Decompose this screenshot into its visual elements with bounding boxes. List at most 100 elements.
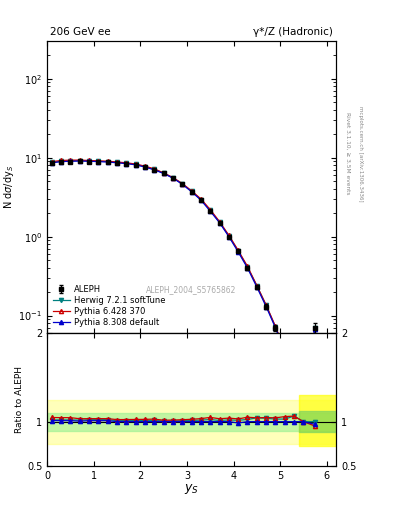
Herwig 7.2.1 softTune [254, 283, 259, 289]
Text: ALEPH_2004_S5765862: ALEPH_2004_S5765862 [147, 285, 237, 294]
Pythia 6.428 370 [254, 283, 259, 289]
Pythia 8.308 default [105, 159, 110, 165]
Herwig 7.2.1 softTune [143, 163, 147, 169]
Pythia 6.428 370 [273, 323, 278, 329]
Herwig 7.2.1 softTune [50, 159, 54, 165]
Pythia 8.308 default [254, 284, 259, 290]
Pythia 6.428 370 [189, 188, 194, 194]
Herwig 7.2.1 softTune [313, 325, 318, 331]
Herwig 7.2.1 softTune [59, 158, 64, 164]
Herwig 7.2.1 softTune [198, 197, 203, 203]
Pythia 8.308 default [226, 233, 231, 240]
Pythia 8.308 default [96, 159, 101, 165]
Bar [47, 413, 336, 431]
Pythia 6.428 370 [198, 196, 203, 202]
Pythia 8.308 default [208, 208, 213, 214]
Text: γ*/Z (Hadronic): γ*/Z (Hadronic) [253, 27, 333, 36]
Pythia 8.308 default [273, 325, 278, 331]
Text: Rivet 3.1.10, ≥ 3.5M events: Rivet 3.1.10, ≥ 3.5M events [345, 112, 350, 195]
Pythia 8.308 default [87, 158, 92, 164]
Herwig 7.2.1 softTune [152, 166, 157, 173]
Herwig 7.2.1 softTune [264, 302, 268, 308]
Pythia 8.308 default [217, 220, 222, 226]
Pythia 6.428 370 [283, 347, 287, 353]
Pythia 6.428 370 [292, 373, 296, 379]
Herwig 7.2.1 softTune [115, 159, 119, 165]
Pythia 6.428 370 [143, 163, 147, 169]
Pythia 6.428 370 [245, 263, 250, 269]
Pythia 6.428 370 [59, 157, 64, 163]
Pythia 8.308 default [50, 160, 54, 166]
Pythia 6.428 370 [115, 159, 119, 165]
Pythia 6.428 370 [152, 166, 157, 172]
Herwig 7.2.1 softTune [180, 181, 185, 187]
Herwig 7.2.1 softTune [217, 219, 222, 225]
Herwig 7.2.1 softTune [87, 158, 92, 164]
Herwig 7.2.1 softTune [236, 248, 241, 254]
Pythia 8.308 default [189, 188, 194, 195]
Pythia 6.428 370 [236, 247, 241, 253]
Pythia 6.428 370 [68, 157, 73, 163]
Pythia 8.308 default [124, 161, 129, 167]
Text: 206 GeV ee: 206 GeV ee [50, 27, 111, 36]
Text: mcplots.cern.ch [arXiv:1306.3436]: mcplots.cern.ch [arXiv:1306.3436] [358, 106, 363, 201]
Pythia 6.428 370 [301, 399, 306, 406]
Pythia 6.428 370 [96, 158, 101, 164]
Pythia 6.428 370 [313, 325, 318, 331]
Pythia 8.308 default [264, 304, 268, 310]
Pythia 6.428 370 [50, 159, 54, 165]
Pythia 6.428 370 [161, 170, 166, 176]
Herwig 7.2.1 softTune [68, 158, 73, 164]
Pythia 6.428 370 [124, 160, 129, 166]
Pythia 6.428 370 [77, 157, 82, 163]
Pythia 8.308 default [68, 158, 73, 164]
Pythia 8.308 default [245, 265, 250, 271]
Pythia 8.308 default [133, 162, 138, 168]
Pythia 6.428 370 [217, 219, 222, 225]
Legend: ALEPH, Herwig 7.2.1 softTune, Pythia 6.428 370, Pythia 8.308 default: ALEPH, Herwig 7.2.1 softTune, Pythia 6.4… [51, 283, 167, 329]
Pythia 8.308 default [161, 170, 166, 177]
Pythia 6.428 370 [264, 302, 268, 308]
Herwig 7.2.1 softTune [283, 348, 287, 354]
Herwig 7.2.1 softTune [273, 324, 278, 330]
Pythia 8.308 default [313, 326, 318, 332]
Herwig 7.2.1 softTune [245, 264, 250, 270]
Pythia 8.308 default [143, 164, 147, 170]
Herwig 7.2.1 softTune [189, 188, 194, 195]
Herwig 7.2.1 softTune [77, 158, 82, 164]
Line: Pythia 8.308 default: Pythia 8.308 default [50, 159, 317, 404]
Pythia 6.428 370 [208, 206, 213, 212]
Herwig 7.2.1 softTune [124, 160, 129, 166]
Herwig 7.2.1 softTune [171, 175, 175, 181]
Bar [47, 399, 336, 444]
X-axis label: $y_S$: $y_S$ [184, 482, 199, 496]
Pythia 6.428 370 [226, 232, 231, 239]
Pythia 8.308 default [283, 349, 287, 355]
Pythia 6.428 370 [87, 157, 92, 163]
Pythia 8.308 default [180, 181, 185, 187]
Y-axis label: N d$\sigma$/dy$_S$: N d$\sigma$/dy$_S$ [2, 165, 16, 209]
Line: Pythia 6.428 370: Pythia 6.428 370 [50, 158, 317, 404]
Pythia 8.308 default [152, 167, 157, 173]
Pythia 8.308 default [77, 158, 82, 164]
Herwig 7.2.1 softTune [226, 233, 231, 239]
Pythia 6.428 370 [133, 161, 138, 167]
Line: Herwig 7.2.1 softTune: Herwig 7.2.1 softTune [50, 159, 317, 404]
Pythia 8.308 default [59, 159, 64, 165]
Herwig 7.2.1 softTune [208, 207, 213, 214]
Herwig 7.2.1 softTune [301, 399, 306, 406]
Pythia 6.428 370 [180, 180, 185, 186]
Y-axis label: Ratio to ALEPH: Ratio to ALEPH [15, 366, 24, 433]
Herwig 7.2.1 softTune [161, 170, 166, 176]
Herwig 7.2.1 softTune [96, 158, 101, 164]
Pythia 8.308 default [115, 160, 119, 166]
Pythia 6.428 370 [105, 158, 110, 164]
Herwig 7.2.1 softTune [105, 159, 110, 165]
Pythia 8.308 default [301, 399, 306, 406]
Pythia 8.308 default [198, 197, 203, 203]
Pythia 6.428 370 [171, 175, 175, 181]
Herwig 7.2.1 softTune [133, 161, 138, 167]
Pythia 8.308 default [292, 375, 296, 381]
Pythia 8.308 default [236, 249, 241, 255]
Herwig 7.2.1 softTune [292, 373, 296, 379]
